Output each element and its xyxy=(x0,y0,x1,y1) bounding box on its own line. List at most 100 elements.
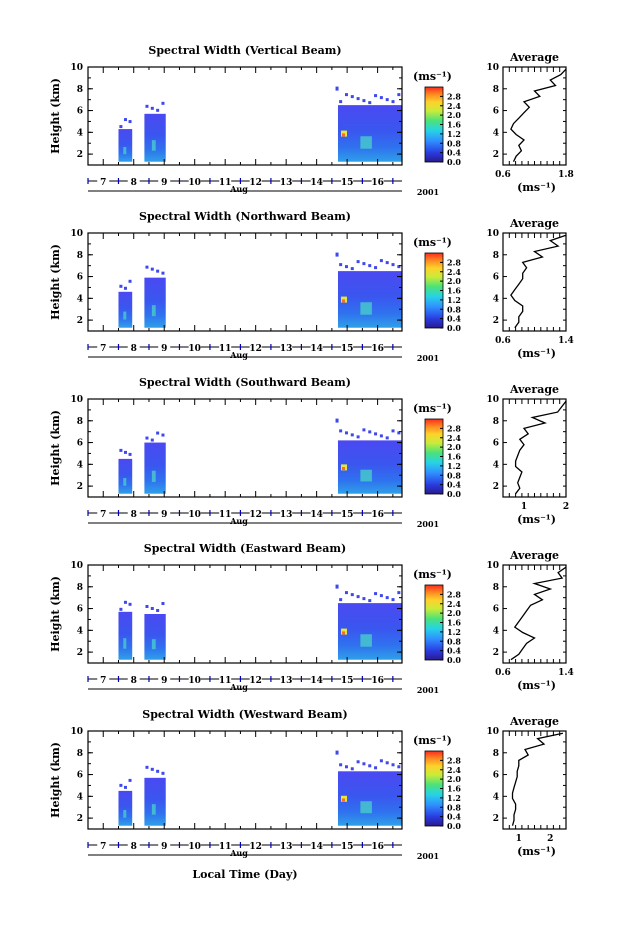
data-speckle xyxy=(123,785,127,789)
data-block xyxy=(144,614,166,660)
y-axis-label: Height (km) xyxy=(49,742,62,818)
time-label-bg xyxy=(188,840,201,850)
average-x-unit-label: (ms⁻¹) xyxy=(517,513,556,526)
average-y-tick-label: 2 xyxy=(493,814,499,824)
data-speckle xyxy=(119,448,123,452)
average-y-tick-label: 10 xyxy=(486,395,499,405)
time-label-bg xyxy=(158,342,171,352)
average-profile-line xyxy=(510,68,567,162)
data-speckle xyxy=(350,95,354,99)
colorbar-tick-label: 0.0 xyxy=(447,157,461,167)
y-tick-label: 2 xyxy=(77,316,83,326)
time-label-bg xyxy=(280,342,293,352)
data-block xyxy=(144,277,166,328)
data-speckle xyxy=(339,763,343,767)
x-tick-label: 9 xyxy=(161,178,167,188)
x-tick-label: 12 xyxy=(249,842,262,852)
data-speckle xyxy=(350,433,354,437)
average-y-tick-label: 4 xyxy=(493,128,499,138)
data-block xyxy=(118,611,133,660)
x-tick-label: 11 xyxy=(219,676,232,686)
data-block xyxy=(144,442,166,494)
data-speckle xyxy=(350,593,354,597)
x-tick-label: 16 xyxy=(371,842,384,852)
data-speckle xyxy=(161,101,165,105)
x-tick-label: 8 xyxy=(131,178,137,188)
x-tick-label: 9 xyxy=(161,344,167,354)
colorbar-tick-label: 0.4 xyxy=(447,812,461,822)
data-speckle xyxy=(385,261,389,265)
data-core xyxy=(123,311,127,320)
average-y-tick-label: 2 xyxy=(493,150,499,160)
colorbar-unit-label: (ms⁻¹) xyxy=(413,236,452,249)
colorbar-tick-label: 2.4 xyxy=(447,765,461,775)
x-tick-label: 8 xyxy=(131,510,137,520)
time-label-bg xyxy=(219,674,232,684)
year-label: 2001 xyxy=(417,519,439,529)
x-tick-label: 15 xyxy=(341,178,354,188)
data-block xyxy=(144,113,166,162)
x-tick-label: 10 xyxy=(188,842,201,852)
y-axis-label: Height (km) xyxy=(49,576,62,652)
colorbar-unit-label: (ms⁻¹) xyxy=(413,402,452,415)
data-block xyxy=(337,440,402,494)
data-core xyxy=(360,801,372,814)
data-block xyxy=(118,129,133,162)
data-speckle xyxy=(374,766,378,770)
average-title: Average xyxy=(509,715,559,728)
data-block xyxy=(118,790,133,826)
time-label-bg xyxy=(371,342,384,352)
average-y-tick-label: 8 xyxy=(493,749,499,759)
time-label-bg xyxy=(341,508,354,518)
time-label-bg xyxy=(249,508,262,518)
data-speckle xyxy=(391,429,395,433)
time-label-bg xyxy=(341,176,354,186)
x-tick-label: 16 xyxy=(371,510,384,520)
time-label-bg xyxy=(341,840,354,850)
average-y-tick-label: 8 xyxy=(493,251,499,261)
time-label-bg xyxy=(249,674,262,684)
panel-1: Spectral Width (Vertical Beam) 2 4 6 8 10 Heig… xyxy=(49,44,574,197)
data-speckle xyxy=(335,252,339,257)
data-speckle xyxy=(339,429,343,433)
average-x-unit-label: (ms⁻¹) xyxy=(517,347,556,360)
average-y-tick-label: 4 xyxy=(493,294,499,304)
average-frame xyxy=(502,66,567,166)
year-label: 2001 xyxy=(417,685,439,695)
x-tick-label: 9 xyxy=(161,842,167,852)
average-x-unit-label: (ms⁻¹) xyxy=(517,845,556,858)
time-label-bg xyxy=(188,674,201,684)
average-y-tick-label: 2 xyxy=(493,648,499,658)
month-label: Aug xyxy=(229,184,248,194)
x-tick-label: 10 xyxy=(188,178,201,188)
average-y-tick-label: 6 xyxy=(493,439,499,449)
plot-frame xyxy=(87,232,403,332)
average-title: Average xyxy=(509,549,559,562)
data-speckle xyxy=(385,761,389,765)
average-x-tick-label: 1.4 xyxy=(558,668,574,678)
plot-frame xyxy=(87,66,403,166)
data-speckle xyxy=(335,584,339,589)
data-speckle xyxy=(156,108,160,112)
x-tick-label: 12 xyxy=(249,178,262,188)
y-tick-label: 10 xyxy=(70,727,83,737)
average-frame xyxy=(502,398,567,498)
y-tick-label: 4 xyxy=(77,294,83,304)
data-speckle xyxy=(150,607,154,610)
colorbar-tick-label: 1.2 xyxy=(447,129,461,139)
average-y-tick-label: 2 xyxy=(493,482,499,492)
x-tick-label: 12 xyxy=(249,510,262,520)
data-speckle xyxy=(344,93,348,97)
x-tick-label: 12 xyxy=(249,344,262,354)
colorbar-unit-label: (ms⁻¹) xyxy=(413,734,452,747)
data-speckle xyxy=(128,120,132,124)
data-speckle xyxy=(339,100,343,104)
time-label-bg xyxy=(280,840,293,850)
time-label-bg xyxy=(188,508,201,518)
average-profile-line xyxy=(510,566,567,661)
data-speckle xyxy=(339,598,343,602)
data-speckle xyxy=(379,759,383,763)
data-speckle xyxy=(356,595,360,599)
colorbar-tick-label: 0.4 xyxy=(447,480,461,490)
average-x-tick-label: 1.8 xyxy=(558,170,574,180)
